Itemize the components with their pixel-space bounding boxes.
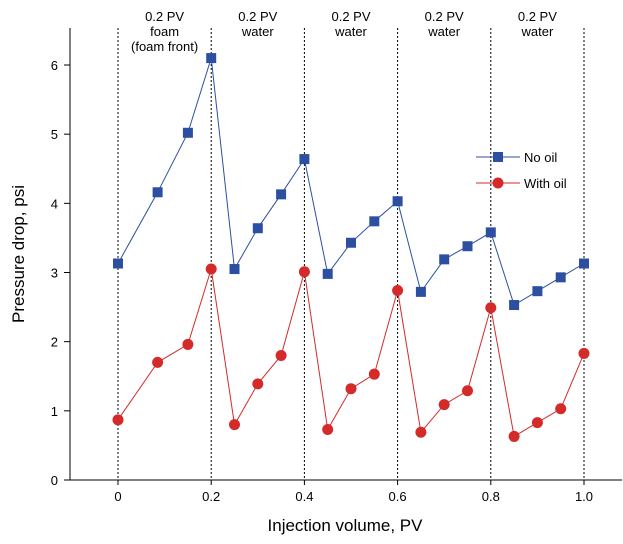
data-point-with-oil [555, 403, 567, 415]
data-point-with-oil [275, 350, 287, 361]
data-point-no-oil [485, 227, 496, 238]
data-point-with-oil [392, 284, 404, 296]
segment-boundaries [117, 28, 585, 480]
segment-annotation: 0.2 PV water [331, 9, 370, 39]
data-point-no-oil [113, 258, 123, 269]
y-tick-label: 3 [51, 266, 58, 281]
x-tick-label: 0.8 [482, 489, 500, 504]
data-point-with-oil [182, 338, 194, 350]
x-tick-label: 1.0 [575, 489, 593, 504]
data-point-with-oil [298, 266, 310, 278]
data-point-no-oil [276, 189, 287, 200]
data-point-with-oil [368, 368, 380, 380]
x-tick-label: 0.2 [202, 489, 220, 504]
y-tick-label: 0 [51, 473, 58, 488]
legend-label: With oil [524, 176, 567, 191]
legend-marker-square [493, 152, 503, 162]
segment-annotation-line: 0.2 PV [425, 9, 464, 24]
x-tick-label: 0.4 [295, 489, 313, 504]
data-point-no-oil [555, 272, 566, 283]
data-point-no-oil [415, 286, 426, 297]
data-point-no-oil [299, 154, 310, 165]
data-point-no-oil [439, 254, 450, 265]
segment-annotation-line: water [521, 24, 554, 39]
segment-annotation: 0.2 PV water [518, 9, 557, 39]
data-point-with-oil [508, 430, 520, 442]
data-point-with-oil [112, 414, 124, 426]
segment-annotation-line: water [241, 24, 274, 39]
x-tick-label: 0.6 [389, 489, 407, 504]
y-tick-label: 6 [51, 58, 58, 73]
data-point-no-oil [509, 300, 520, 311]
data-point-with-oil [205, 263, 217, 275]
data-point-no-oil [462, 241, 473, 252]
segment-annotation-line: 0.2 PV [238, 9, 277, 24]
data-point-with-oil [152, 356, 164, 368]
data-point-with-oil [345, 383, 357, 395]
x-tick-label: 0 [114, 489, 121, 504]
data-point-with-oil [438, 399, 450, 411]
segment-annotation-line: foam [150, 24, 179, 39]
data-point-with-oil [462, 385, 473, 397]
data-point-with-oil [415, 426, 427, 438]
y-ticks: 0 1 2 3 4 5 6 [51, 58, 70, 488]
data-point-with-oil [531, 417, 543, 429]
legend-label: No oil [524, 150, 557, 165]
segment-annotation-line: 0.2 PV [145, 9, 184, 24]
y-tick-label: 2 [51, 335, 58, 350]
data-point-no-oil [532, 286, 543, 297]
segment-annotation: 0.2 PV water [238, 9, 277, 39]
data-point-with-oil [252, 378, 264, 390]
legend: No oil With oil [476, 150, 567, 191]
segment-annotation: 0.2 PV water [425, 9, 464, 39]
x-axis-title: Injection volume, PV [268, 516, 424, 535]
data-point-no-oil [229, 264, 240, 275]
legend-marker-circle [492, 177, 504, 189]
data-point-with-oil [485, 302, 497, 314]
data-point-no-oil [392, 196, 403, 207]
x-ticks: 0 0.2 0.4 0.6 0.8 1.0 [114, 480, 593, 504]
y-tick-label: 1 [51, 404, 58, 419]
y-tick-label: 4 [51, 196, 58, 211]
y-axis-title: Pressure drop, psi [9, 185, 28, 323]
axes [69, 28, 622, 481]
data-point-with-oil [578, 347, 590, 359]
series-line-no-oil [117, 57, 585, 306]
segment-annotation-line: 0.2 PV [331, 9, 370, 24]
segment-annotation-line: 0.2 PV [518, 9, 557, 24]
data-point-no-oil [152, 187, 163, 198]
series-line-with-oil [117, 268, 585, 438]
data-point-with-oil [229, 419, 240, 431]
segment-annotation-line: (foam front) [131, 39, 198, 54]
series-lines [117, 57, 585, 438]
series-markers [112, 53, 590, 442]
data-point-no-oil [206, 53, 217, 64]
y-tick-label: 5 [51, 127, 58, 142]
data-point-no-oil [252, 223, 263, 234]
data-point-no-oil [579, 258, 589, 269]
data-point-no-oil [346, 237, 356, 248]
segment-annotation-line: water [427, 24, 460, 39]
segment-annotation-line: water [334, 24, 367, 39]
data-point-no-oil [369, 216, 380, 227]
data-point-with-oil [322, 424, 334, 436]
data-point-no-oil [322, 268, 333, 279]
data-point-no-oil [182, 127, 193, 138]
segment-annotation: 0.2 PV foam (foam front) [131, 9, 198, 54]
